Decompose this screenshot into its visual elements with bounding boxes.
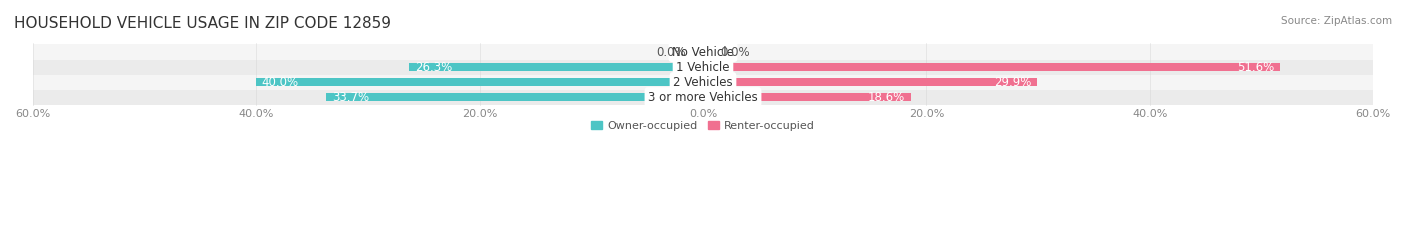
Bar [703, 93, 911, 101]
Legend: Owner-occupied, Renter-occupied: Owner-occupied, Renter-occupied [586, 116, 820, 135]
Text: 29.9%: 29.9% [994, 76, 1032, 89]
Text: 18.6%: 18.6% [868, 91, 905, 104]
Bar [703, 78, 1038, 86]
Bar [32, 60, 1374, 75]
Bar [703, 63, 1279, 71]
Text: No Vehicle: No Vehicle [672, 45, 734, 58]
Bar [32, 45, 1374, 60]
Text: 0.0%: 0.0% [657, 45, 686, 58]
Text: 0.0%: 0.0% [720, 45, 749, 58]
Bar [326, 93, 703, 101]
Text: 51.6%: 51.6% [1237, 61, 1274, 74]
Text: 33.7%: 33.7% [332, 91, 370, 104]
Bar [256, 78, 703, 86]
Text: 1 Vehicle: 1 Vehicle [676, 61, 730, 74]
Bar [32, 75, 1374, 90]
Text: 40.0%: 40.0% [262, 76, 299, 89]
Text: Source: ZipAtlas.com: Source: ZipAtlas.com [1281, 16, 1392, 26]
Text: 26.3%: 26.3% [415, 61, 451, 74]
Text: HOUSEHOLD VEHICLE USAGE IN ZIP CODE 12859: HOUSEHOLD VEHICLE USAGE IN ZIP CODE 1285… [14, 16, 391, 31]
Bar [409, 63, 703, 71]
Text: 2 Vehicles: 2 Vehicles [673, 76, 733, 89]
Bar [32, 90, 1374, 105]
Text: 3 or more Vehicles: 3 or more Vehicles [648, 91, 758, 104]
